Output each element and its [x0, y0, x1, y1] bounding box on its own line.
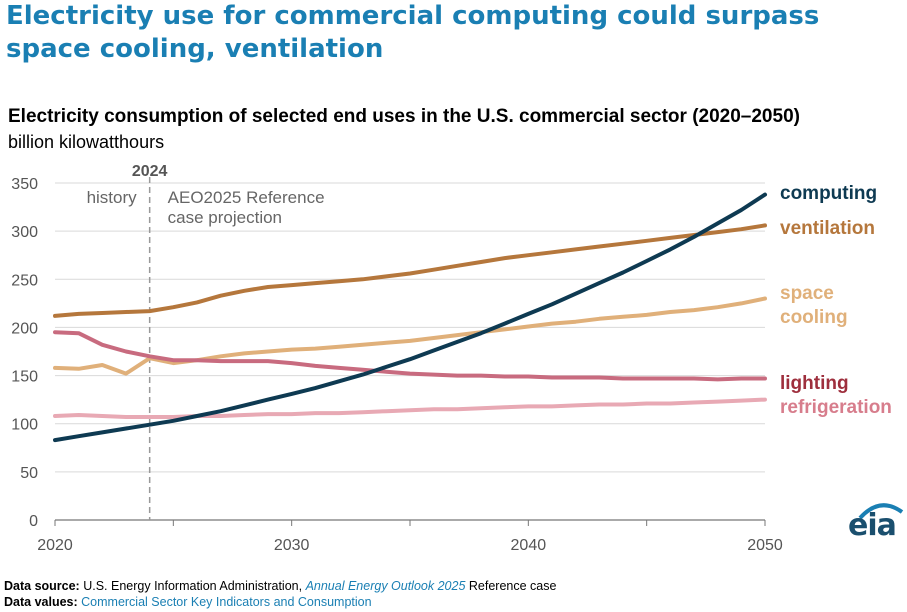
y-tick-label-300: 300	[11, 224, 38, 241]
data-values-line: Data values: Commercial Sector Key Indic…	[4, 595, 372, 609]
x-tick-label-2030: 2030	[274, 537, 310, 554]
history-label: history	[87, 188, 138, 207]
series-label-ventilation: ventilation	[780, 218, 875, 239]
x-tick-label-2020: 2020	[37, 537, 73, 554]
divider-year-label: 2024	[132, 163, 168, 180]
series-line-ventilation	[53, 223, 767, 318]
y-tick-label-50: 50	[20, 465, 38, 482]
data-source-line: Data source: U.S. Energy Information Adm…	[4, 579, 556, 593]
data-source-publication[interactable]: Annual Energy Outlook 2025	[305, 579, 466, 593]
x-tick-label-2050: 2050	[747, 537, 783, 554]
series-label-lighting: lighting	[780, 373, 849, 394]
y-tick-label-350: 350	[11, 176, 38, 193]
y-tick-label-150: 150	[11, 369, 38, 386]
data-values-label: Data values:	[4, 595, 78, 609]
y-tick-label-0: 0	[29, 513, 38, 530]
series-line-space-cooling	[53, 296, 767, 376]
eia-logo-arc-icon	[858, 503, 904, 520]
series-line-computing	[53, 192, 767, 443]
x-tick-label-2040: 2040	[511, 537, 547, 554]
projection-label-line1: AEO2025 Reference	[168, 188, 325, 207]
series-label-refrigeration: refrigeration	[780, 397, 892, 418]
series-label-space-cooling: space	[780, 283, 834, 304]
y-tick-label-200: 200	[11, 320, 38, 337]
series-label-computing: computing	[780, 183, 877, 204]
series-line-refrigeration	[53, 397, 767, 419]
data-values-link[interactable]: Commercial Sector Key Indicators and Con…	[81, 595, 372, 609]
chart-title: Electricity consumption of selected end …	[8, 106, 800, 127]
projection-label-line2: case projection	[168, 208, 282, 227]
data-source-tail: Reference case	[468, 579, 557, 593]
data-source-label: Data source:	[4, 579, 80, 593]
headline: Electricity use for commercial computing…	[6, 1, 820, 64]
series-line-lighting	[53, 330, 767, 382]
eia-logo: eia	[848, 508, 897, 543]
y-tick-label-250: 250	[11, 272, 38, 289]
data-source-text: U.S. Energy Information Administration,	[83, 579, 303, 593]
chart-unit: billion kilowatthours	[8, 132, 165, 152]
series-label-space-cooling-line2: cooling	[780, 307, 848, 328]
y-tick-label-100: 100	[11, 417, 38, 434]
